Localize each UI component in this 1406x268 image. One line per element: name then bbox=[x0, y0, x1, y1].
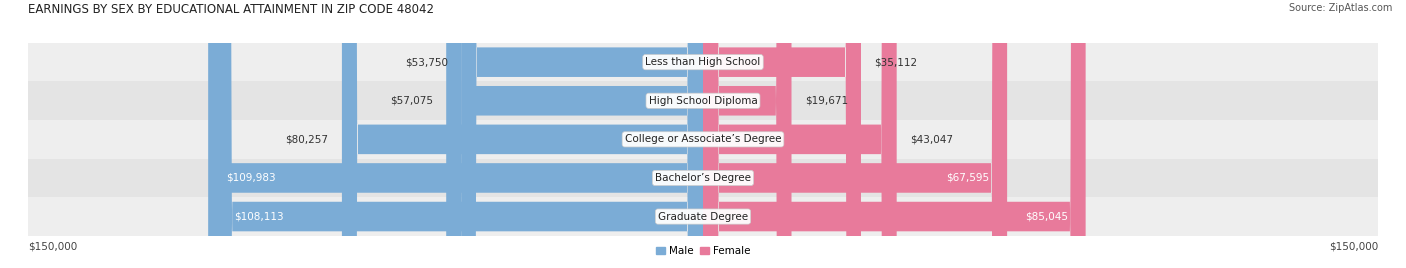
Text: $67,595: $67,595 bbox=[946, 173, 990, 183]
FancyBboxPatch shape bbox=[28, 120, 1378, 159]
Text: $43,047: $43,047 bbox=[910, 134, 953, 144]
Text: Bachelor’s Degree: Bachelor’s Degree bbox=[655, 173, 751, 183]
FancyBboxPatch shape bbox=[28, 197, 1378, 236]
Legend: Male, Female: Male, Female bbox=[651, 242, 755, 260]
Text: $53,750: $53,750 bbox=[405, 57, 447, 67]
Text: Less than High School: Less than High School bbox=[645, 57, 761, 67]
FancyBboxPatch shape bbox=[703, 0, 897, 268]
FancyBboxPatch shape bbox=[28, 81, 1378, 120]
Text: $35,112: $35,112 bbox=[875, 57, 918, 67]
FancyBboxPatch shape bbox=[217, 0, 703, 268]
FancyBboxPatch shape bbox=[703, 0, 860, 268]
Text: $80,257: $80,257 bbox=[285, 134, 329, 144]
Text: $150,000: $150,000 bbox=[28, 241, 77, 251]
FancyBboxPatch shape bbox=[28, 43, 1378, 81]
FancyBboxPatch shape bbox=[703, 0, 1085, 268]
FancyBboxPatch shape bbox=[208, 0, 703, 268]
FancyBboxPatch shape bbox=[461, 0, 703, 268]
FancyBboxPatch shape bbox=[342, 0, 703, 268]
Text: High School Diploma: High School Diploma bbox=[648, 96, 758, 106]
Text: EARNINGS BY SEX BY EDUCATIONAL ATTAINMENT IN ZIP CODE 48042: EARNINGS BY SEX BY EDUCATIONAL ATTAINMEN… bbox=[28, 3, 434, 16]
Text: $109,983: $109,983 bbox=[226, 173, 276, 183]
Text: Graduate Degree: Graduate Degree bbox=[658, 211, 748, 222]
FancyBboxPatch shape bbox=[28, 159, 1378, 197]
Text: $19,671: $19,671 bbox=[806, 96, 848, 106]
Text: $85,045: $85,045 bbox=[1025, 211, 1067, 222]
Text: Source: ZipAtlas.com: Source: ZipAtlas.com bbox=[1288, 3, 1392, 13]
Text: $150,000: $150,000 bbox=[1329, 241, 1378, 251]
FancyBboxPatch shape bbox=[703, 0, 792, 268]
FancyBboxPatch shape bbox=[446, 0, 703, 268]
Text: $57,075: $57,075 bbox=[389, 96, 433, 106]
Text: College or Associate’s Degree: College or Associate’s Degree bbox=[624, 134, 782, 144]
Text: $108,113: $108,113 bbox=[235, 211, 284, 222]
FancyBboxPatch shape bbox=[703, 0, 1007, 268]
